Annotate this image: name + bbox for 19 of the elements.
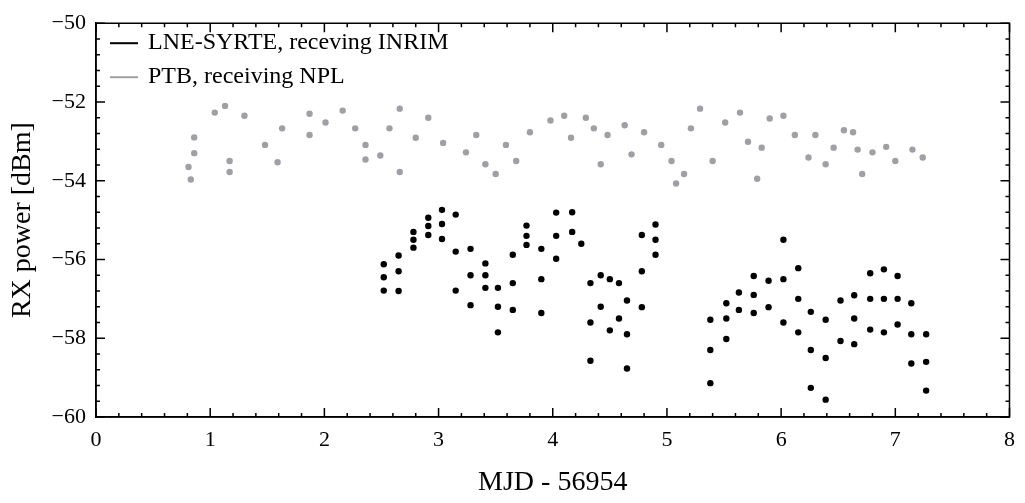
y-tick-label: −60 (51, 402, 87, 428)
x-tick-label: 8 (1004, 425, 1015, 451)
x-tick-label: 7 (889, 425, 901, 451)
x-tick-label: 6 (775, 425, 787, 451)
y-tick-label: −50 (51, 8, 87, 34)
x-tick-label: 2 (318, 425, 330, 451)
x-tick-label: 4 (547, 425, 559, 451)
x-axis-title: MJD - 56954 (478, 464, 628, 496)
y-tick-label: −56 (51, 245, 87, 271)
legend-label: LNE-SYRTE, receving INRIM (148, 28, 449, 55)
y-tick-label: −54 (51, 166, 87, 192)
y-axis-title: RX power [dBm] (5, 122, 37, 319)
legend-label: PTB, receiving NPL (148, 62, 345, 89)
x-tick-label: 3 (433, 425, 445, 451)
y-tick-label: −52 (51, 87, 87, 113)
y-tick-label: −58 (51, 324, 87, 350)
x-tick-label: 5 (661, 425, 673, 451)
x-tick-label: 1 (204, 425, 216, 451)
x-tick-label: 0 (90, 425, 102, 451)
